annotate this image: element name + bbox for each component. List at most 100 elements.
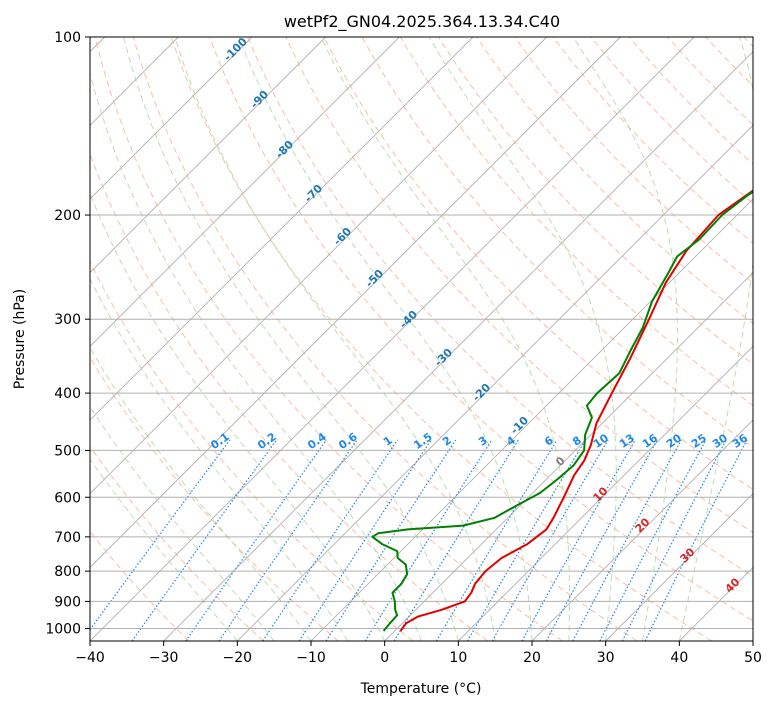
dry-adiabat-label: 0 (553, 454, 568, 469)
dry-adiabat-line (90, 530, 190, 641)
dry-adiabat-line (208, 37, 753, 622)
dry-adiabat-line (90, 356, 339, 641)
mixing-ratio-line (572, 439, 682, 641)
x-tick-label: 50 (744, 650, 762, 666)
moist-adiabat-line (90, 71, 422, 641)
dry-adiabat-label: -40 (397, 308, 420, 331)
mixing-ratio-label: 30 (710, 431, 730, 451)
mixing-ratio-line (325, 439, 457, 641)
mixing-ratio-label: 0.1 (208, 430, 231, 452)
mixing-ratio-line (621, 439, 727, 641)
mixing-ratio-label: 3 (476, 434, 490, 449)
x-tick-label: 0 (380, 650, 389, 666)
x-tick-label: −40 (75, 650, 105, 666)
temperature-line (399, 189, 753, 632)
mixing-ratio-label: 1.5 (411, 430, 434, 452)
moist-adiabat-line (90, 405, 275, 641)
dry-adiabat-line (769, 24, 775, 641)
x-tick-label: 10 (449, 650, 467, 666)
mixing-ratio-line (262, 439, 399, 641)
mixing-ratio-label: 13 (617, 431, 637, 450)
isotherm-line (237, 124, 753, 641)
x-tick-label: −20 (223, 650, 253, 666)
mixing-ratio-label: 36 (730, 431, 750, 451)
moist-adiabat-line (428, 37, 617, 641)
sounding-series (371, 189, 753, 632)
y-axis-title: Pressure (hPa) (12, 289, 28, 389)
dry-adiabat-line (285, 37, 753, 534)
x-tick-label: 20 (523, 650, 541, 666)
mixing-ratio-line (599, 439, 707, 641)
isotherm-line (752, 640, 753, 641)
dry-adiabat-label: -70 (302, 182, 325, 205)
dry-adiabat-line (437, 37, 753, 365)
isotherm-line (605, 493, 753, 641)
dewpoint-line (371, 190, 753, 632)
moist-adiabat-line (90, 458, 238, 641)
dry-adiabat-line (361, 37, 753, 448)
y-tick-label: 300 (54, 312, 81, 328)
x-axis-title: Temperature (°C) (360, 681, 482, 697)
mixing-ratio-line (393, 439, 519, 641)
x-tick-label: −10 (296, 650, 326, 666)
moist-adiabat-line (238, 37, 533, 641)
dry-adiabat-line (90, 152, 488, 641)
mixing-ratio-label: 25 (689, 431, 709, 450)
mixing-ratio-line (90, 439, 231, 631)
dry-adiabat-line (247, 37, 753, 577)
isotherm-line (679, 566, 753, 641)
isotherm-line (90, 37, 326, 274)
x-tick-label: −30 (149, 650, 179, 666)
dry-adiabat-line (170, 37, 712, 641)
isotherm-line (384, 272, 753, 641)
y-tick-label: 200 (54, 208, 81, 224)
mixing-ratio-line (545, 439, 658, 641)
dry-adiabat-label: -10 (508, 414, 531, 437)
chart-title: wetPf2_GN04.2025.364.13.34.C40 (284, 12, 560, 32)
y-tick-label: 100 (54, 30, 81, 46)
dry-adiabat-line (323, 37, 753, 491)
moist-adiabat-line (678, 37, 753, 641)
y-tick-label: 800 (54, 564, 81, 580)
y-axis: 100 200 300 400 500 600 700 800 900 1000 (45, 30, 90, 637)
dry-adiabat-line (132, 37, 638, 641)
isotherm-line (90, 37, 621, 568)
dry-adiabat-line (704, 37, 753, 87)
mixing-ratio-label: 0.2 (255, 430, 278, 452)
moist-adiabat-line (174, 37, 496, 641)
plot-frame (89, 36, 754, 642)
dry-adiabat-label: -90 (248, 88, 271, 111)
y-tick-label: 900 (54, 594, 81, 610)
mixing-ratio-line (644, 439, 748, 641)
isotherm-line (90, 37, 695, 641)
isotherm-line (163, 51, 753, 641)
dry-adiabat-label: 30 (678, 545, 698, 565)
dry-adiabat-label: -30 (432, 346, 455, 369)
mixing-ratio-line (131, 439, 278, 641)
mixing-ratio-label: 16 (640, 431, 660, 451)
dry-adiabat-label: -20 (470, 381, 493, 404)
dry-adiabat-label: 40 (723, 575, 743, 595)
isotherm-line (90, 37, 253, 200)
dry-adiabat-line (94, 37, 563, 641)
dry-adiabat-label: -60 (331, 225, 354, 248)
mixing-ratio-line (218, 439, 358, 641)
isotherm-line (90, 37, 400, 347)
dry-adiabat-label: -50 (363, 267, 386, 290)
moist-adiabat-line (123, 37, 459, 641)
isotherm-line (531, 419, 753, 641)
mixing-ratio-line (298, 439, 432, 641)
dry-adiabat-label: -80 (273, 138, 296, 161)
mixing-ratio-line (435, 439, 558, 641)
dry-adiabat-line (90, 445, 264, 641)
moist-adiabat-line (572, 37, 678, 641)
moist-adiabat-line (90, 192, 386, 641)
dry-adiabat-label: 20 (633, 515, 653, 535)
y-tick-label: 600 (54, 490, 81, 506)
mixing-ratio-line (185, 439, 327, 641)
moist-adiabat-line (90, 346, 312, 641)
mixing-ratio-label: 1 (381, 434, 395, 449)
y-tick-label: 400 (54, 386, 81, 402)
y-tick-label: 1000 (45, 621, 81, 637)
